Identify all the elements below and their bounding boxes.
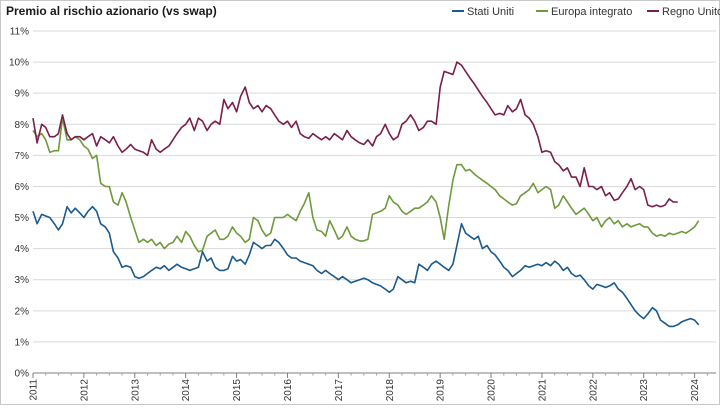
y-tick-label: 0%	[15, 369, 30, 380]
legend-label: Europa integrato	[551, 6, 632, 18]
legend-label: Regno Unito	[662, 6, 720, 18]
x-axis: 2011 2012 2013 2014 2015 2016 2017 2018 2019 2020…	[29, 372, 716, 402]
x-tick-label: 2013	[130, 379, 141, 402]
x-tick-label: 2014	[181, 379, 192, 402]
series-line-2	[32, 61, 678, 208]
x-tick-label: 2019	[436, 379, 447, 402]
legend-label: Stati Uniti	[467, 6, 514, 18]
y-tick-label: 2%	[15, 306, 30, 317]
x-tick-label: 2011	[29, 379, 40, 401]
y-tick-label: 5%	[15, 213, 30, 224]
grid	[33, 30, 716, 343]
legend: Stati Uniti Europa integrato Regno Unito	[452, 6, 720, 18]
x-tick-label: 2018	[385, 379, 396, 402]
y-tick-label: 7%	[15, 151, 30, 162]
y-tick-label: 11%	[10, 27, 29, 38]
x-tick-label: 2023	[639, 379, 650, 402]
series-line-1	[32, 117, 700, 253]
x-tick-label: 2016	[283, 379, 294, 402]
y-tick-label: 1%	[15, 337, 30, 348]
y-tick-label: 8%	[15, 120, 30, 131]
series-group	[32, 61, 700, 328]
y-tick-label: 6%	[15, 182, 30, 193]
y-tick-label: 4%	[15, 244, 30, 255]
y-tick-label: 3%	[15, 275, 30, 286]
x-tick-label: 2017	[334, 379, 345, 402]
series-line-0	[32, 205, 700, 328]
x-tick-label: 2015	[232, 379, 243, 402]
x-tick-label: 2012	[79, 379, 90, 402]
x-tick-label: 2022	[588, 379, 599, 402]
y-tick-label: 10%	[9, 58, 29, 69]
chart-title: Premio al rischio azionario (vs swap)	[6, 4, 217, 18]
y-tick-label: 9%	[15, 89, 30, 100]
y-axis: 0% 1% 2% 3% 4% 5% 6% 7% 8% 9% 10% 11%	[9, 27, 29, 380]
x-tick-label: 2020	[487, 379, 498, 402]
x-tick-label: 2024	[690, 379, 701, 402]
x-tick-label: 2021	[537, 379, 548, 402]
